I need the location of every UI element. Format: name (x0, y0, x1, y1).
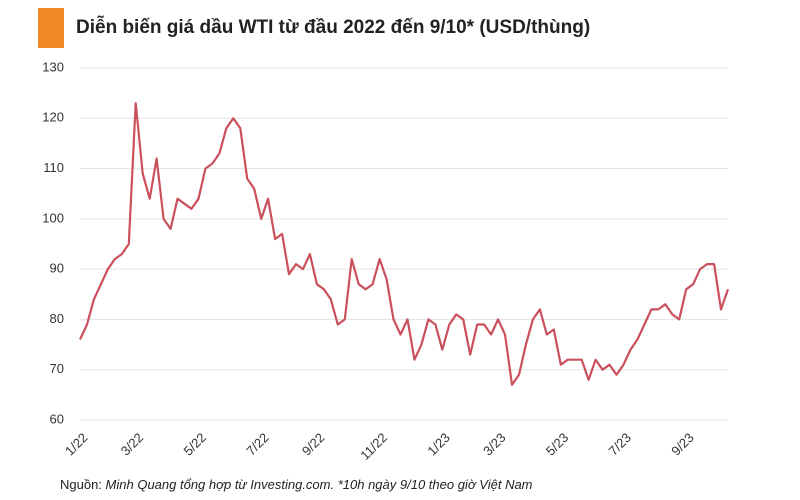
x-tick-label: 5/23 (543, 430, 572, 459)
y-tick-label: 60 (50, 411, 64, 426)
x-tick-label: 9/23 (668, 430, 697, 459)
y-tick-label: 80 (50, 311, 64, 326)
y-tick-label: 110 (43, 160, 64, 175)
source-label: Nguồn: (60, 477, 102, 492)
title-marker (38, 8, 64, 48)
x-tick-label: 7/22 (243, 430, 272, 459)
price-line (79, 102, 730, 386)
x-tick-label: 9/22 (299, 430, 328, 459)
x-tick-label: 1/22 (62, 430, 91, 459)
y-tick-label: 100 (42, 210, 64, 225)
y-tick-label: 90 (50, 261, 64, 276)
source: Nguồn: Minh Quang tổng hợp từ Investing.… (60, 477, 533, 492)
x-tick-label: 3/23 (480, 430, 509, 459)
y-tick-label: 130 (42, 59, 64, 74)
x-tick-label: 3/22 (118, 430, 147, 459)
x-tick-label: 5/22 (180, 430, 209, 459)
y-tick-label: 70 (50, 361, 64, 376)
chart-title: Diễn biến giá dầu WTI từ đầu 2022 đến 9/… (76, 16, 590, 38)
x-tick-label: 11/22 (357, 430, 390, 463)
x-tick-label: 7/23 (606, 430, 635, 459)
source-text: Minh Quang tổng hợp từ Investing.com. *1… (106, 477, 533, 492)
y-tick-label: 120 (42, 110, 64, 125)
x-tick-label: 1/23 (424, 430, 453, 459)
